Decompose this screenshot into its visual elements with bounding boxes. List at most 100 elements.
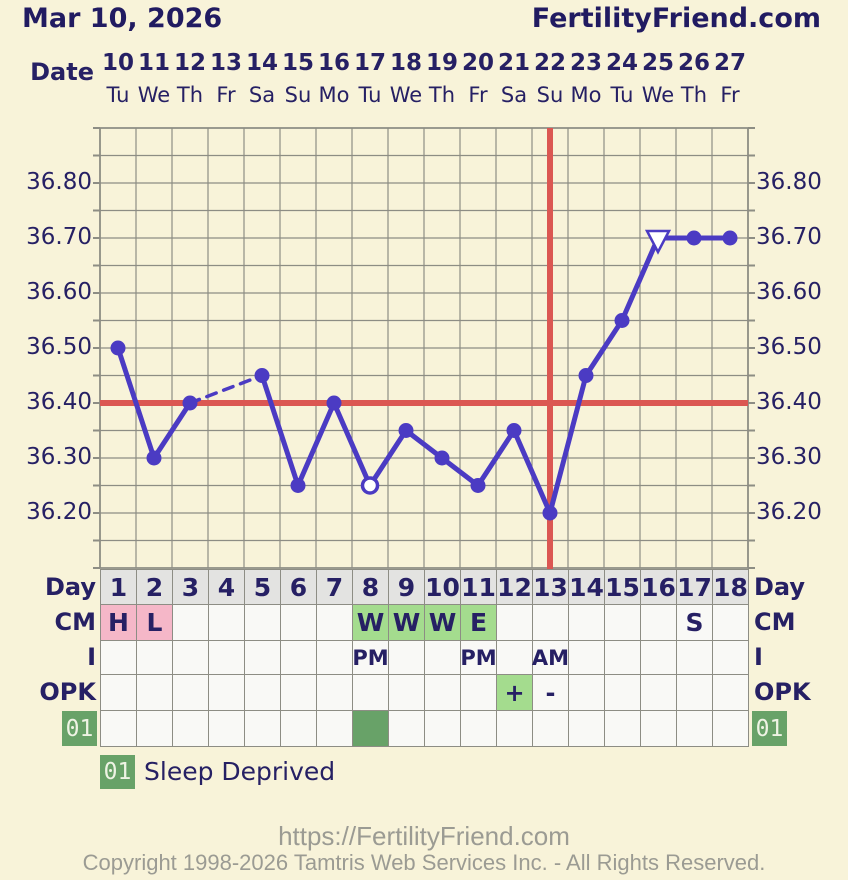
cm-cell-day-15[interactable] — [604, 604, 641, 641]
day-header-cell-1[interactable]: 1 — [100, 569, 137, 605]
custom-data-cell-day-7[interactable] — [316, 710, 353, 747]
temp-point-open-triangle-day-16[interactable] — [644, 229, 672, 255]
temp-point-day-18[interactable] — [722, 230, 738, 246]
temp-point-day-11[interactable] — [470, 478, 486, 493]
custom-data-cell-day-1[interactable] — [100, 710, 137, 747]
day-header-cell-17[interactable]: 17 — [676, 569, 713, 605]
opk-cell-day-3[interactable] — [172, 674, 209, 711]
custom-data-cell-day-3[interactable] — [172, 710, 209, 747]
i-cell-day-9[interactable] — [388, 640, 425, 675]
temp-point-day-2[interactable] — [146, 450, 162, 466]
cm-cell-day-7[interactable] — [316, 604, 353, 641]
i-cell-day-8[interactable]: PM — [352, 640, 389, 675]
custom-data-cell-day-12[interactable] — [496, 710, 533, 747]
custom-data-cell-day-8[interactable] — [352, 710, 389, 747]
i-cell-day-10[interactable] — [424, 640, 461, 675]
temp-point-day-1[interactable] — [110, 340, 126, 356]
day-header-cell-2[interactable]: 2 — [136, 569, 173, 605]
day-header-cell-14[interactable]: 14 — [568, 569, 605, 605]
footer-site-url[interactable]: https://FertilityFriend.com — [278, 821, 570, 851]
custom-data-cell-day-17[interactable] — [676, 710, 713, 747]
day-header-cell-5[interactable]: 5 — [244, 569, 281, 605]
cm-cell-day-6[interactable] — [280, 604, 317, 641]
opk-cell-day-14[interactable] — [568, 674, 605, 711]
cm-cell-day-10[interactable]: W — [424, 604, 461, 641]
custom-data-cell-day-4[interactable] — [208, 710, 245, 747]
opk-cell-day-11[interactable] — [460, 674, 497, 711]
opk-cell-day-9[interactable] — [388, 674, 425, 711]
i-cell-day-14[interactable] — [568, 640, 605, 675]
custom-data-cell-day-2[interactable] — [136, 710, 173, 747]
custom-data-cell-day-9[interactable] — [388, 710, 425, 747]
cm-cell-day-17[interactable]: S — [676, 604, 713, 641]
opk-cell-day-12[interactable]: + — [496, 674, 533, 711]
opk-cell-day-6[interactable] — [280, 674, 317, 711]
i-cell-day-16[interactable] — [640, 640, 677, 675]
custom-data-cell-day-5[interactable] — [244, 710, 281, 747]
day-header-cell-11[interactable]: 11 — [460, 569, 497, 605]
custom-data-cell-day-13[interactable] — [532, 710, 569, 747]
i-cell-day-4[interactable] — [208, 640, 245, 675]
i-cell-day-13[interactable]: AM — [532, 640, 569, 675]
custom-data-cell-day-14[interactable] — [568, 710, 605, 747]
day-header-cell-8[interactable]: 8 — [352, 569, 389, 605]
temp-point-day-10[interactable] — [434, 450, 450, 466]
i-cell-day-6[interactable] — [280, 640, 317, 675]
temp-point-day-9[interactable] — [398, 423, 414, 438]
opk-cell-day-5[interactable] — [244, 674, 281, 711]
day-header-cell-16[interactable]: 16 — [640, 569, 677, 605]
day-header-cell-6[interactable]: 6 — [280, 569, 317, 605]
day-header-cell-18[interactable]: 18 — [712, 569, 749, 605]
cm-cell-day-14[interactable] — [568, 604, 605, 641]
opk-cell-day-15[interactable] — [604, 674, 641, 711]
cm-cell-day-12[interactable] — [496, 604, 533, 641]
opk-cell-day-2[interactable] — [136, 674, 173, 711]
cm-cell-day-9[interactable]: W — [388, 604, 425, 641]
opk-cell-day-16[interactable] — [640, 674, 677, 711]
custom-data-cell-day-10[interactable] — [424, 710, 461, 747]
cm-cell-day-8[interactable]: W — [352, 604, 389, 641]
custom-data-cell-day-15[interactable] — [604, 710, 641, 747]
cm-cell-day-1[interactable]: H — [100, 604, 137, 641]
i-cell-day-7[interactable] — [316, 640, 353, 675]
day-header-cell-10[interactable]: 10 — [424, 569, 461, 605]
opk-cell-day-18[interactable] — [712, 674, 749, 711]
temp-point-day-6[interactable] — [290, 478, 306, 493]
cm-cell-day-13[interactable] — [532, 604, 569, 641]
temp-point-day-14[interactable] — [578, 368, 594, 383]
day-header-cell-4[interactable]: 4 — [208, 569, 245, 605]
day-header-cell-12[interactable]: 12 — [496, 569, 533, 605]
cm-cell-day-4[interactable] — [208, 604, 245, 641]
custom-data-cell-day-18[interactable] — [712, 710, 749, 747]
opk-cell-day-17[interactable] — [676, 674, 713, 711]
i-cell-day-15[interactable] — [604, 640, 641, 675]
day-header-cell-15[interactable]: 15 — [604, 569, 641, 605]
i-cell-day-17[interactable] — [676, 640, 713, 675]
i-cell-day-11[interactable]: PM — [460, 640, 497, 675]
temp-point-day-5[interactable] — [254, 368, 270, 383]
bbt-chart-plot[interactable] — [93, 127, 755, 570]
cm-cell-day-3[interactable] — [172, 604, 209, 641]
opk-cell-day-10[interactable] — [424, 674, 461, 711]
day-header-cell-9[interactable]: 9 — [388, 569, 425, 605]
cm-cell-day-5[interactable] — [244, 604, 281, 641]
temp-point-day-12[interactable] — [506, 423, 522, 438]
i-cell-day-3[interactable] — [172, 640, 209, 675]
opk-cell-day-4[interactable] — [208, 674, 245, 711]
temp-point-day-7[interactable] — [326, 395, 342, 411]
cm-cell-day-2[interactable]: L — [136, 604, 173, 641]
cm-cell-day-11[interactable]: E — [460, 604, 497, 641]
temp-point-day-3[interactable] — [182, 395, 198, 411]
opk-cell-day-8[interactable] — [352, 674, 389, 711]
cm-cell-day-18[interactable] — [712, 604, 749, 641]
i-cell-day-18[interactable] — [712, 640, 749, 675]
i-cell-day-12[interactable] — [496, 640, 533, 675]
temp-point-day-17[interactable] — [686, 230, 702, 246]
temp-point-day-13[interactable] — [542, 505, 558, 521]
temp-point-day-15[interactable] — [614, 313, 630, 328]
i-cell-day-5[interactable] — [244, 640, 281, 675]
custom-data-cell-day-11[interactable] — [460, 710, 497, 747]
opk-cell-day-1[interactable] — [100, 674, 137, 711]
i-cell-day-1[interactable] — [100, 640, 137, 675]
temp-point-open-circle-day-8[interactable] — [360, 476, 380, 495]
